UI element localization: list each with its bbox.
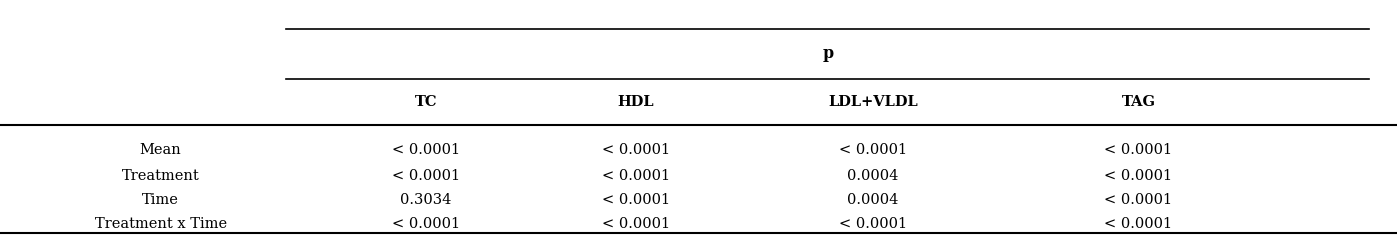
Text: Treatment x Time: Treatment x Time — [95, 217, 226, 231]
Text: HDL: HDL — [617, 95, 654, 109]
Text: 0.0004: 0.0004 — [848, 169, 898, 183]
Text: 0.3034: 0.3034 — [401, 193, 451, 207]
Text: < 0.0001: < 0.0001 — [602, 143, 669, 157]
Text: < 0.0001: < 0.0001 — [1105, 143, 1172, 157]
Text: < 0.0001: < 0.0001 — [393, 143, 460, 157]
Text: Treatment: Treatment — [122, 169, 200, 183]
Text: 0.0004: 0.0004 — [848, 193, 898, 207]
Text: LDL+VLDL: LDL+VLDL — [828, 95, 918, 109]
Text: < 0.0001: < 0.0001 — [1105, 193, 1172, 207]
Text: p: p — [823, 46, 833, 62]
Text: < 0.0001: < 0.0001 — [602, 217, 669, 231]
Text: < 0.0001: < 0.0001 — [393, 217, 460, 231]
Text: < 0.0001: < 0.0001 — [840, 217, 907, 231]
Text: < 0.0001: < 0.0001 — [1105, 169, 1172, 183]
Text: TAG: TAG — [1122, 95, 1155, 109]
Text: Time: Time — [142, 193, 179, 207]
Text: < 0.0001: < 0.0001 — [1105, 217, 1172, 231]
Text: < 0.0001: < 0.0001 — [393, 169, 460, 183]
Text: TC: TC — [415, 95, 437, 109]
Text: < 0.0001: < 0.0001 — [602, 169, 669, 183]
Text: < 0.0001: < 0.0001 — [602, 193, 669, 207]
Text: < 0.0001: < 0.0001 — [840, 143, 907, 157]
Text: Mean: Mean — [140, 143, 182, 157]
